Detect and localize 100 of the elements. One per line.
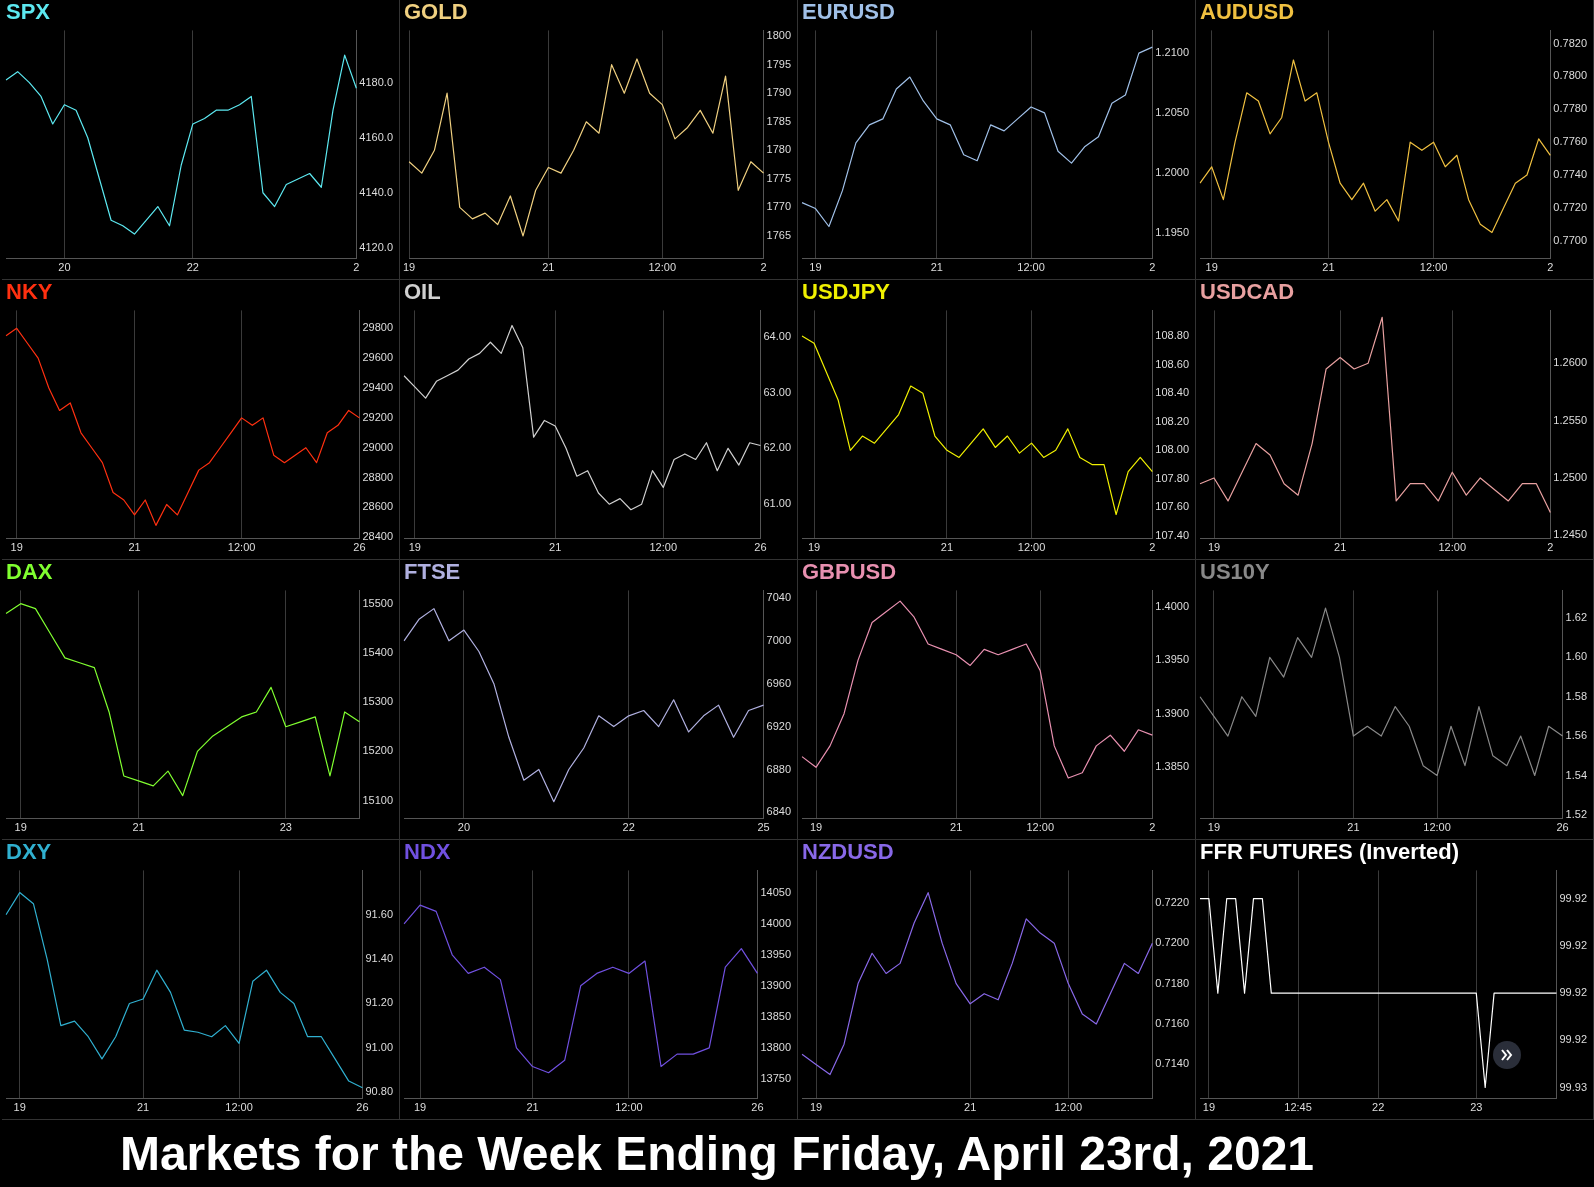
y-tick-label: 0.7720 [1553, 200, 1588, 213]
y-tick-label: 61.00 [763, 497, 791, 510]
x-tick-label: 19 [402, 261, 416, 274]
x-tick-label: 2 [1149, 541, 1156, 554]
y-tick-label: 99.92 [1559, 938, 1587, 951]
x-tick-label: 25 [757, 821, 770, 834]
x-tick-label: 21 [128, 541, 141, 554]
y-tick-label: 1.3950 [1155, 653, 1190, 666]
y-tick-label: 0.7140 [1155, 1057, 1190, 1070]
y-tick-label: 1.2500 [1553, 471, 1588, 483]
x-tick-label: 2 [1149, 261, 1156, 274]
y-tick-label: 15200 [362, 744, 394, 757]
x-tick-label: 23 [1470, 1101, 1483, 1114]
x-tick-label: 26 [353, 541, 366, 554]
x-tick-label: 19 [1205, 261, 1218, 274]
x-tick-label: 22 [186, 261, 199, 274]
x-tick-label: 19 [809, 261, 822, 274]
x-tick-label: 19 [1207, 821, 1221, 834]
y-tick-label: 13900 [760, 978, 792, 991]
x-tick-label: 19 [809, 821, 823, 834]
y-tick-label: 1.2600 [1553, 356, 1588, 369]
x-tick-label: 21 [132, 821, 145, 834]
chart-title: GOLD [404, 0, 468, 25]
y-tick-label: 1795 [766, 57, 792, 70]
x-tick-label: 22 [1372, 1101, 1385, 1114]
y-tick-label: 15500 [362, 596, 394, 609]
x-tick-label: 26 [1556, 821, 1569, 834]
y-tick-label: 1.62 [1565, 611, 1588, 623]
y-tick-label: 1.1950 [1155, 225, 1190, 238]
x-tick-label: 21 [1334, 541, 1347, 554]
y-tick-label: 91.60 [365, 907, 393, 920]
y-tick-label: 1785 [766, 114, 792, 127]
y-tick-label: 4160.0 [359, 130, 394, 143]
y-tick-label: 6880 [766, 762, 792, 775]
y-tick-label: 0.7220 [1155, 895, 1190, 908]
chart-title: US10Y [1200, 559, 1271, 585]
y-tick-label: 4140.0 [359, 185, 394, 198]
x-tick-label: 19 [413, 1101, 427, 1114]
y-tick-label: 13750 [760, 1071, 792, 1084]
y-tick-label: 14050 [760, 885, 792, 898]
x-tick-label: 26 [751, 1101, 764, 1114]
x-tick-label: 2 [1547, 261, 1554, 274]
x-tick-label: 22 [622, 821, 635, 834]
chart-title: NDX [404, 839, 451, 865]
y-tick-label: 1770 [766, 200, 792, 213]
y-tick-label: 28800 [362, 470, 394, 483]
y-tick-label: 108.60 [1155, 357, 1190, 370]
x-tick-label: 12:00 [648, 261, 677, 274]
y-tick-label: 28600 [362, 500, 394, 513]
x-tick-label: 19 [1202, 1101, 1216, 1114]
x-tick-label: 20 [457, 821, 471, 834]
y-tick-label: 15400 [362, 645, 394, 658]
y-tick-label: 0.7740 [1553, 168, 1588, 181]
y-tick-label: 4180.0 [359, 75, 394, 88]
y-tick-label: 107.60 [1155, 500, 1190, 513]
x-tick-label: 26 [356, 1101, 369, 1114]
x-tick-label: 19 [10, 541, 23, 554]
y-tick-label: 99.92 [1559, 891, 1587, 904]
x-tick-label: 12:00 [225, 1101, 253, 1114]
y-tick-label: 91.40 [365, 952, 393, 965]
x-tick-label: 19 [809, 1101, 823, 1114]
y-tick-label: 91.00 [365, 1040, 393, 1053]
y-tick-label: 1.2100 [1155, 46, 1190, 59]
y-tick-label: 1.58 [1565, 689, 1588, 702]
y-tick-label: 108.20 [1155, 414, 1190, 427]
y-tick-label: 6840 [766, 805, 792, 818]
y-tick-label: 29600 [362, 351, 394, 364]
x-tick-label: 21 [964, 1101, 977, 1114]
y-tick-label: 64.00 [763, 329, 791, 342]
y-tick-label: 1775 [766, 171, 792, 184]
x-tick-label: 21 [136, 1101, 150, 1114]
y-tick-label: 107.80 [1155, 471, 1190, 484]
y-tick-label: 99.92 [1559, 1033, 1587, 1046]
chart-title: NZDUSD [802, 839, 894, 865]
y-tick-label: 1.2450 [1553, 528, 1588, 541]
x-tick-label: 21 [940, 541, 954, 554]
chart-title: EURUSD [802, 0, 895, 25]
x-tick-label: 21 [1347, 821, 1360, 834]
x-tick-label: 2 [760, 261, 767, 274]
y-tick-label: 1.3900 [1155, 706, 1190, 719]
y-tick-label: 62.00 [763, 441, 791, 454]
y-tick-label: 1.56 [1565, 729, 1588, 742]
y-tick-label: 1.60 [1565, 650, 1588, 663]
y-tick-label: 15300 [362, 695, 394, 708]
y-tick-label: 28400 [362, 530, 394, 543]
x-tick-label: 12:00 [1026, 821, 1055, 834]
x-tick-label: 19 [13, 1101, 26, 1114]
y-tick-label: 1.4000 [1155, 599, 1190, 612]
x-tick-label: 21 [930, 261, 943, 274]
y-tick-label: 0.7200 [1155, 936, 1190, 949]
y-tick-label: 13950 [760, 947, 792, 960]
x-tick-label: 21 [1322, 261, 1335, 274]
x-tick-label: 12:00 [1017, 261, 1045, 274]
y-tick-label: 13850 [760, 1009, 792, 1022]
y-tick-label: 1765 [766, 228, 792, 241]
y-tick-label: 90.80 [365, 1085, 393, 1098]
y-tick-label: 1.3850 [1155, 760, 1190, 773]
y-tick-label: 6960 [766, 676, 792, 689]
x-tick-label: 12:00 [1423, 821, 1451, 834]
chart-title: SPX [6, 0, 51, 25]
